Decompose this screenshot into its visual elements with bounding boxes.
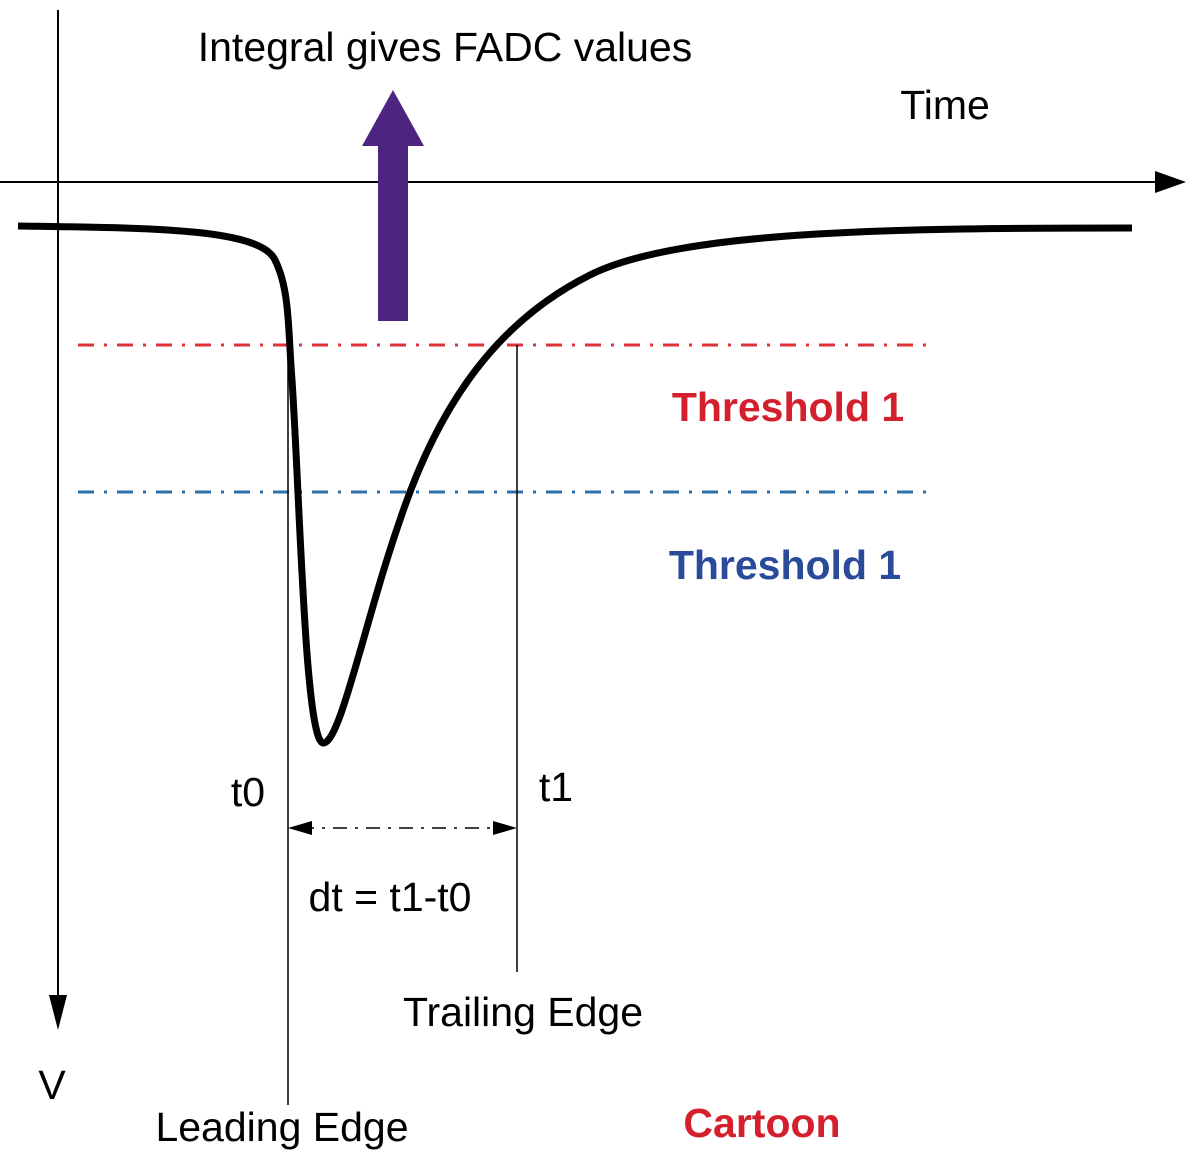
t1-label: t1 [539, 764, 573, 810]
dt-arrow-right [493, 821, 517, 835]
integral-arrow-head [362, 90, 424, 146]
dt-arrow-left [288, 821, 312, 835]
v-label: V [38, 1062, 66, 1108]
time-label: Time [900, 82, 990, 128]
trailing-edge-label: Trailing Edge [403, 989, 643, 1035]
dt-label: dt = t1-t0 [309, 874, 472, 920]
leading-edge-label: Leading Edge [155, 1104, 408, 1150]
pulse-curve [17, 222, 1133, 747]
time-axis-arrow [1155, 171, 1186, 193]
cartoon-label: Cartoon [683, 1100, 840, 1146]
threshold-blue-label: Threshold 1 [669, 542, 901, 588]
threshold-red-label: Threshold 1 [672, 384, 904, 430]
t0-label: t0 [231, 769, 265, 815]
v-axis-arrow [49, 995, 67, 1030]
title: Integral gives FADC values [198, 24, 693, 70]
integral-arrow-shaft [378, 145, 408, 321]
